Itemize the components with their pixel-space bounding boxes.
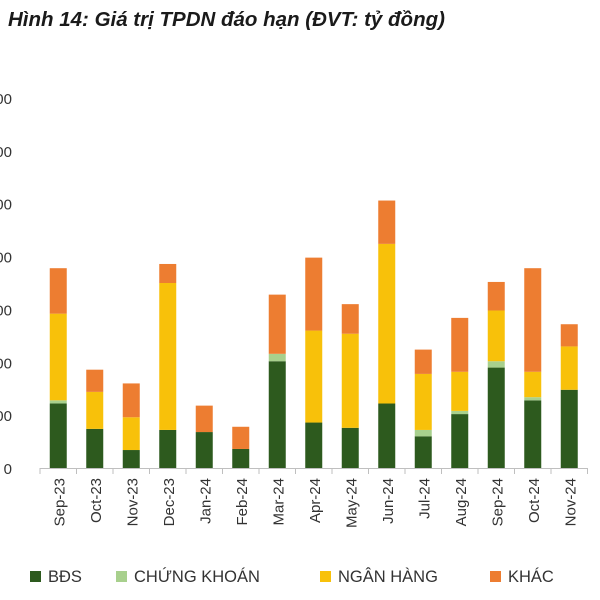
x-tick-label: Nov-23: [124, 478, 141, 526]
bar-segment: [560, 324, 578, 347]
bar-segment: [560, 389, 578, 468]
y-tick-label: 000: [0, 144, 12, 161]
bar-segment: [524, 397, 542, 401]
y-tick-label: 000: [0, 197, 12, 214]
bar-segment: [49, 313, 67, 401]
legend-swatch: [490, 571, 501, 582]
bar-segment: [487, 361, 505, 368]
bar-segment: [195, 432, 213, 468]
x-tick-label: Apr-24: [307, 478, 324, 523]
bar-segment: [159, 429, 177, 468]
bar-segment: [451, 410, 469, 415]
bar-segment: [268, 353, 286, 362]
y-tick-label: 0: [4, 461, 12, 478]
bar-segment: [487, 281, 505, 311]
x-tick-label: Aug-24: [453, 478, 470, 526]
bar-segment: [414, 429, 432, 437]
x-tick-label: Feb-24: [234, 478, 251, 526]
bar-segment: [451, 317, 469, 372]
bar-segment: [487, 367, 505, 468]
bar-segment: [195, 405, 213, 433]
bar-segment: [49, 400, 67, 404]
bar-segment: [268, 361, 286, 468]
bar-segment: [49, 403, 67, 468]
bar-segment: [86, 369, 104, 392]
bar-segment: [341, 333, 359, 428]
bar-segment: [159, 283, 177, 430]
x-tick-label: Sep-23: [51, 478, 68, 526]
bar-segment: [524, 371, 542, 398]
x-tick-label: Dec-23: [161, 478, 178, 526]
bar-segment: [378, 403, 396, 468]
bar-segment: [487, 310, 505, 362]
y-tick-label: 000: [0, 302, 12, 319]
legend-label: BĐS: [48, 568, 82, 586]
bar-segment: [305, 330, 323, 423]
bar-segment: [524, 268, 542, 372]
bar-segment: [86, 391, 104, 429]
bar-segment: [341, 304, 359, 334]
bar-segment: [451, 414, 469, 468]
y-tick-label: 000: [0, 408, 12, 425]
bar-segment: [524, 400, 542, 468]
x-tick-label: Mar-24: [270, 478, 287, 526]
y-tick-label: 000: [0, 250, 12, 267]
bar-segment: [451, 371, 469, 411]
x-tick-label: Jan-24: [197, 478, 214, 524]
bar-segment: [49, 268, 67, 314]
x-tick-label: Oct-24: [526, 478, 543, 523]
legend-label: NGÂN HÀNG: [338, 567, 438, 586]
bar-segment: [305, 257, 323, 331]
bar-segment: [560, 346, 578, 390]
y-tick-label: 000: [0, 355, 12, 372]
x-tick-label: Nov-24: [562, 478, 579, 526]
bar-segment: [378, 243, 396, 404]
bar-segment: [232, 426, 250, 449]
bar-segment: [232, 448, 250, 468]
y-tick-label: 000: [0, 91, 12, 108]
bar-segment: [414, 373, 432, 430]
bar-segment: [414, 436, 432, 468]
legend-label: KHÁC: [508, 567, 554, 586]
bar-segment: [122, 450, 140, 468]
x-tick-label: Sep-24: [489, 478, 506, 526]
chart-title: Hình 14: Giá trị TPDN đáo hạn (ĐVT: tỷ đ…: [8, 8, 445, 31]
bar-segment: [414, 349, 432, 374]
bar-segment: [122, 417, 140, 451]
bar-segment: [86, 428, 104, 468]
bar-segment: [378, 200, 396, 244]
bar-segment: [305, 422, 323, 468]
x-tick-label: Jul-24: [416, 478, 433, 519]
bar-segment: [159, 263, 177, 283]
legend-swatch: [116, 571, 127, 582]
bar-segment: [341, 427, 359, 468]
legend-label: CHỨNG KHOÁN: [134, 567, 260, 586]
legend-swatch: [320, 571, 331, 582]
bar-segment: [122, 383, 140, 418]
x-tick-label: Oct-23: [88, 478, 105, 523]
bar-segment: [268, 294, 286, 354]
x-tick-label: May-24: [343, 478, 360, 528]
x-tick-label: Jun-24: [380, 478, 397, 524]
legend-swatch: [30, 571, 41, 582]
